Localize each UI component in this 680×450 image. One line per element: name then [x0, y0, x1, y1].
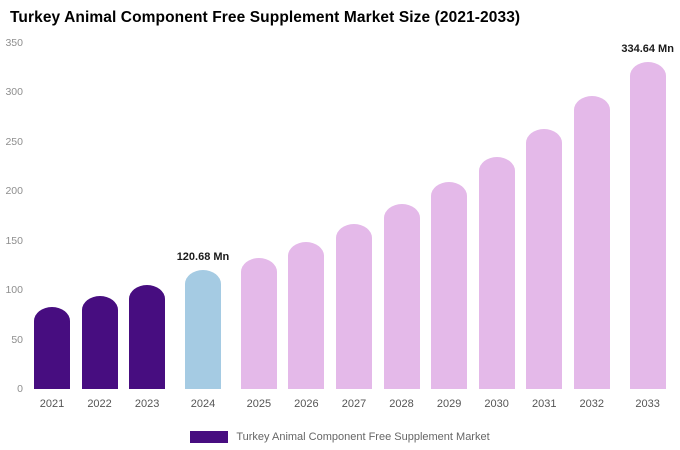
bar-column-2022: 2022	[81, 43, 118, 410]
legend-label: Turkey Animal Component Free Supplement …	[236, 431, 490, 443]
x-tick-label-2031: 2031	[531, 398, 557, 410]
bar-2032	[573, 96, 610, 389]
x-tick-label-2025: 2025	[246, 398, 272, 410]
bar-2027	[335, 223, 372, 389]
bar-column-2026: 2026	[288, 43, 325, 410]
bar-2024	[184, 269, 221, 389]
data-label-2024: 120.68 Mn	[176, 250, 230, 263]
bar-series: 2021 2022 2023 120.68 Mn 2024 2025 2026 2027 202…	[34, 43, 674, 410]
bar-column-2033: 334.64 Mn 2033	[621, 43, 674, 410]
bar-2026	[288, 241, 325, 389]
bar-2029	[431, 182, 468, 389]
plot-area: 2021 2022 2023 120.68 Mn 2024 2025 2026 2027 202…	[34, 43, 674, 410]
chart-title: Turkey Animal Component Free Supplement …	[10, 9, 521, 26]
bar-2031	[526, 129, 563, 389]
bar-2023	[129, 285, 166, 389]
bar-column-2021: 2021	[34, 43, 70, 410]
bar-2022	[81, 296, 118, 389]
bar-2021	[34, 306, 70, 389]
y-tick-label: 0	[17, 383, 23, 395]
bar-column-2032: 2032	[573, 43, 610, 410]
y-tick-label: 50	[11, 333, 23, 346]
y-tick-label: 300	[5, 86, 23, 99]
x-tick-label-2023: 2023	[134, 398, 160, 410]
y-tick-label: 250	[5, 135, 23, 148]
bar-column-2029: 2029	[431, 43, 468, 410]
bar-column-2023: 2023	[129, 43, 166, 410]
bar-column-2027: 2027	[335, 43, 372, 410]
x-tick-label-2029: 2029	[436, 398, 462, 410]
x-tick-label-2030: 2030	[484, 398, 509, 410]
bar-2028	[383, 204, 420, 389]
y-axis: 0 50 100 150 200 250 300 350	[0, 37, 26, 395]
bar-column-2028: 2028	[383, 43, 420, 410]
x-tick-label-2028: 2028	[389, 398, 414, 410]
x-tick-label-2027: 2027	[341, 398, 367, 410]
y-tick-label: 150	[5, 234, 23, 247]
bar-column-2030: 2030	[478, 43, 515, 410]
bar-column-2031: 2031	[526, 43, 563, 410]
bar-column-2025: 2025	[240, 43, 277, 410]
legend: Turkey Animal Component Free Supplement …	[0, 431, 680, 443]
bar-column-2024: 120.68 Mn 2024	[176, 43, 230, 410]
x-tick-label-2032: 2032	[579, 398, 605, 410]
x-tick-label-2026: 2026	[294, 398, 319, 410]
bar-2030	[478, 156, 515, 389]
y-tick-label: 200	[5, 185, 23, 198]
legend-swatch-icon	[190, 431, 229, 443]
y-tick-label: 350	[5, 37, 23, 49]
x-tick-label-2021: 2021	[39, 398, 65, 410]
bar-2025	[240, 257, 277, 389]
x-tick-label-2033: 2033	[635, 398, 660, 410]
bar-2033	[629, 62, 666, 389]
x-tick-label-2024: 2024	[190, 398, 216, 410]
x-tick-label-2022: 2022	[87, 398, 112, 410]
data-label-2033: 334.64 Mn	[621, 43, 674, 55]
y-tick-label: 100	[5, 284, 23, 297]
